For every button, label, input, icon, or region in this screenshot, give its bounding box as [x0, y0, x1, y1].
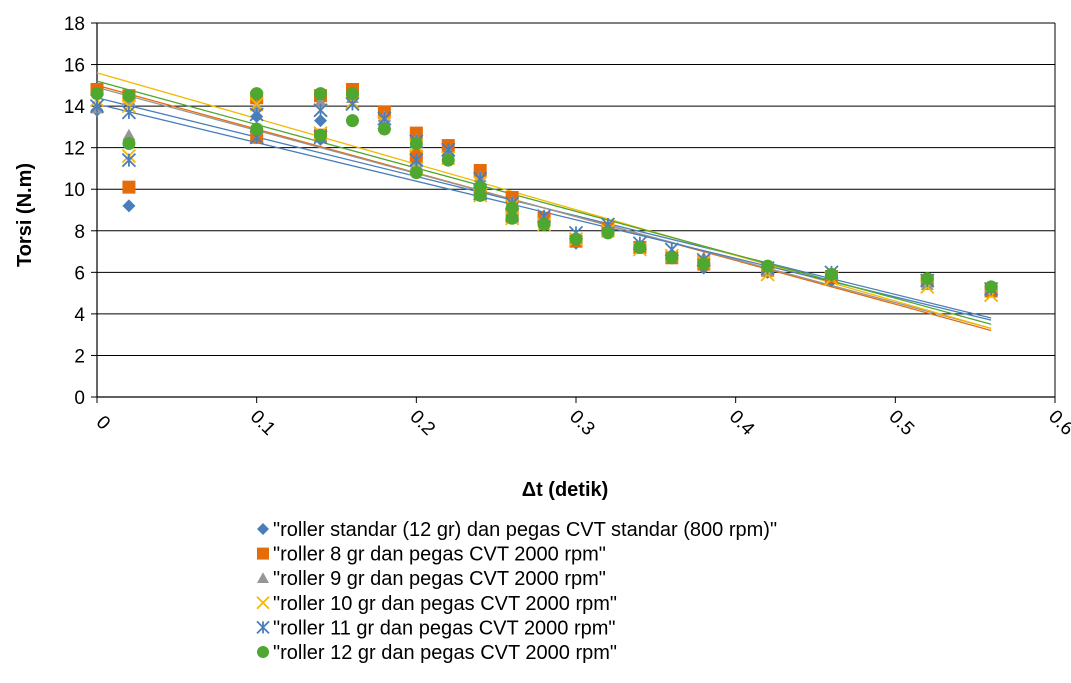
trendline-3: [96, 86, 992, 330]
data-point-s6-8: [345, 114, 359, 128]
data-point-s6-24: [761, 259, 775, 273]
legend-marker-4: [256, 596, 270, 610]
data-point-s6-21: [633, 240, 647, 254]
data-point-s4-5: [249, 96, 264, 112]
data-point-s6-15: [473, 180, 487, 194]
legend-marker-2: [257, 547, 269, 560]
data-point-s6-2: [122, 137, 136, 151]
data-point-s6-13: [441, 153, 455, 167]
axes: [91, 22, 1056, 403]
y-tick-label-2: 4: [74, 305, 85, 326]
legend: "roller standar (12 gr) dan pegas CVT st…: [256, 519, 777, 664]
x-tick-label-3: 0.3: [565, 406, 599, 440]
data-point-s6-9: [345, 87, 359, 101]
y-tick-label-5: 10: [64, 180, 85, 201]
y-axis-title: Torsi (N.m): [14, 163, 36, 267]
legend-label-3: "roller 9 gr dan pegas CVT 2000 rpm": [273, 568, 606, 590]
legend-label-6: "roller 12 gr dan pegas CVT 2000 rpm": [273, 642, 617, 664]
trendlines: [96, 72, 992, 332]
data-point-s6-22: [665, 251, 679, 265]
series-1: [90, 89, 998, 296]
x-tick-label-5: 0.5: [884, 406, 918, 440]
x-tick-label-4: 0.4: [725, 406, 759, 440]
data-point-s6-6: [314, 128, 328, 142]
data-point-s6-3: [122, 89, 136, 103]
data-point-s6-4: [250, 122, 264, 136]
data-point-s2-2: [122, 180, 136, 194]
data-point-s6-11: [409, 166, 423, 180]
legend-marker-6: [257, 646, 269, 658]
data-point-s6-16: [505, 211, 519, 225]
data-point-s1-2: [122, 199, 136, 213]
data-point-s6-25: [824, 267, 838, 281]
x-axis-title: Δt (detik): [522, 479, 609, 501]
data-point-s6-18: [537, 218, 551, 232]
data-point-s6-1: [90, 87, 104, 101]
x-tick-label-1: 0.1: [246, 406, 280, 440]
data-point-s1-6: [314, 114, 328, 128]
data-point-s5-5: [249, 107, 264, 122]
data-point-s6-27: [984, 280, 998, 294]
series-4: [89, 92, 999, 303]
y-tick-label-3: 6: [74, 263, 85, 284]
y-tick-label-0: 0: [74, 388, 85, 409]
data-points: [89, 82, 999, 303]
trendline-6: [96, 80, 992, 325]
y-tick-label-8: 16: [64, 56, 85, 77]
x-tick-label-0: 0: [92, 412, 114, 434]
data-point-s6-23: [697, 257, 711, 271]
legend-label-4: "roller 10 gr dan pegas CVT 2000 rpm": [273, 593, 617, 615]
data-point-s5-1: [89, 98, 105, 114]
legend-marker-3: [257, 572, 269, 583]
data-point-s6-19: [569, 232, 583, 246]
data-point-s3-2: [122, 128, 136, 141]
legend-marker-1: [257, 523, 269, 535]
data-point-s6-17: [505, 201, 519, 215]
data-point-s6-20: [601, 226, 615, 240]
data-point-s3-7: [314, 95, 328, 108]
data-point-s6-26: [920, 272, 934, 286]
tick-labels: 0 2 4 6 8 10 12 14 16 18 0 0.1 0.2 0.3 0.4 0.5 0.6: [64, 14, 1071, 440]
y-tick-label-6: 12: [64, 139, 85, 160]
series-5: [89, 96, 999, 297]
data-point-s6-5: [250, 87, 264, 101]
data-point-s6-10: [377, 122, 391, 136]
y-tick-label-4: 8: [74, 222, 85, 243]
trendline-4: [96, 72, 992, 330]
y-tick-label-7: 14: [64, 97, 86, 118]
legend-marker-5: [256, 620, 270, 635]
data-point-s5-7: [313, 103, 328, 118]
x-tick-label-6: 0.6: [1044, 406, 1071, 440]
legend-label-5: "roller 11 gr dan pegas CVT 2000 rpm": [273, 617, 616, 639]
legend-label-1: "roller standar (12 gr) dan pegas CVT st…: [273, 519, 777, 541]
data-point-s5-11: [409, 152, 424, 168]
data-point-s5-2: [121, 152, 137, 168]
y-tick-label-1: 2: [74, 346, 85, 367]
data-point-s6-12: [409, 137, 423, 151]
series-6: [90, 87, 998, 294]
x-tick-label-2: 0.2: [405, 406, 439, 440]
data-point-s5-3: [121, 105, 137, 120]
y-tick-label-9: 18: [64, 14, 85, 35]
legend-label-2: "roller 8 gr dan pegas CVT 2000 rpm": [273, 544, 606, 566]
data-point-s6-7: [314, 87, 328, 101]
series-2: [90, 82, 998, 298]
